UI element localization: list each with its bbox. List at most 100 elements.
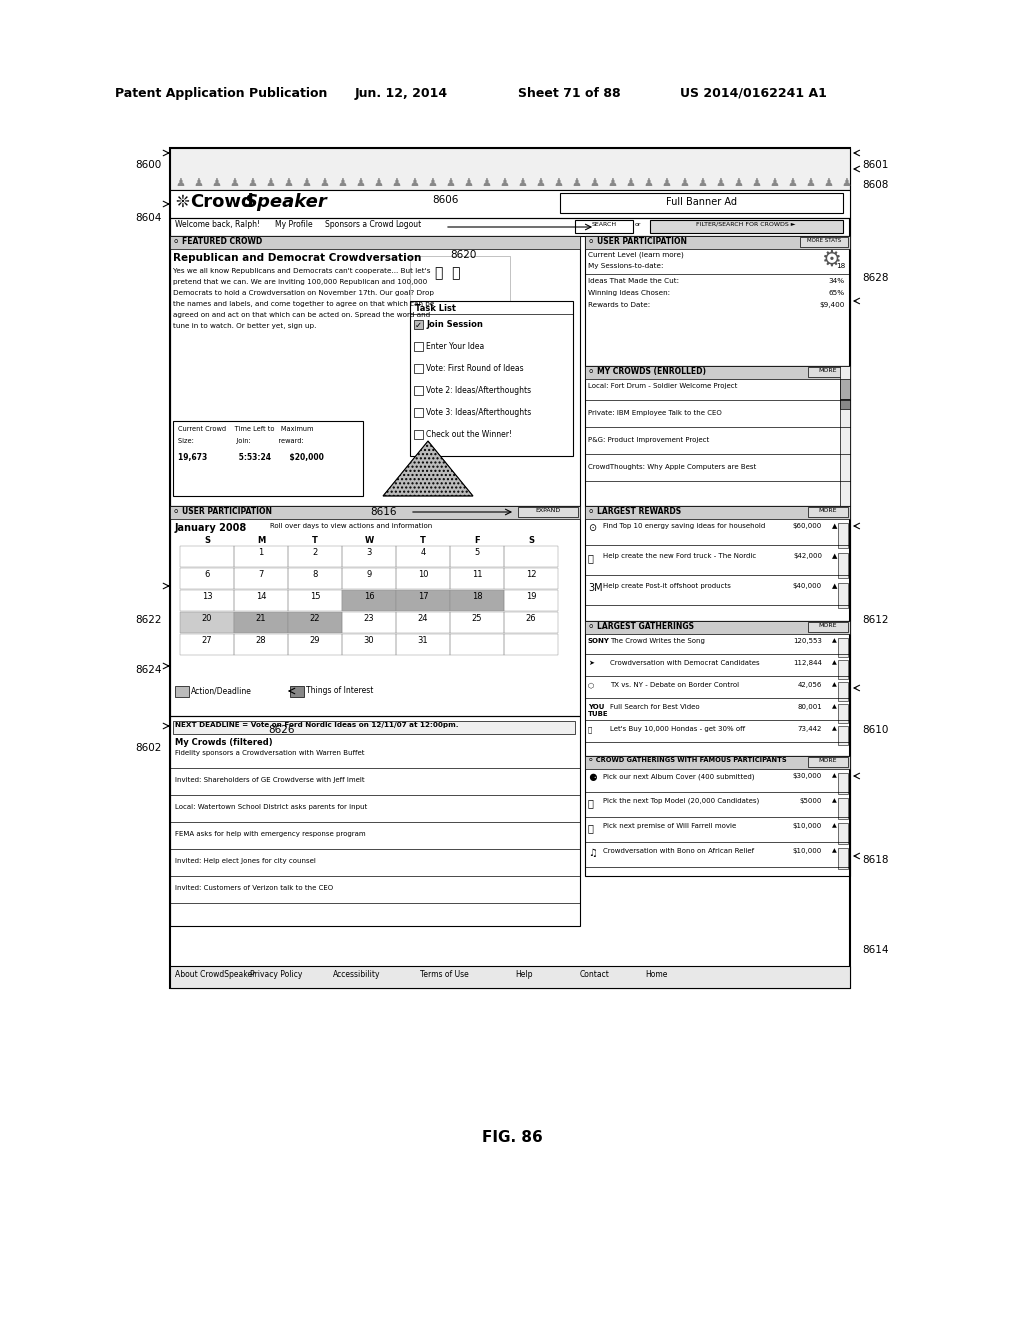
Bar: [288, 590, 342, 611]
Bar: [342, 634, 396, 655]
Bar: [504, 568, 558, 589]
Bar: [518, 507, 578, 517]
Bar: [180, 612, 234, 634]
Bar: [585, 236, 850, 249]
Bar: [175, 686, 189, 697]
Text: T: T: [420, 536, 426, 545]
Text: Local: Watertown School District asks parents for input: Local: Watertown School District asks pa…: [175, 804, 368, 810]
Bar: [838, 638, 848, 657]
Text: 8616: 8616: [370, 507, 396, 517]
Bar: [504, 634, 558, 655]
Text: Terms of Use: Terms of Use: [420, 970, 469, 979]
Bar: [838, 774, 848, 795]
Text: ▲: ▲: [831, 822, 837, 828]
Bar: [450, 546, 504, 568]
Bar: [585, 756, 850, 876]
Text: ▲: ▲: [831, 553, 838, 558]
Text: ♟: ♟: [535, 178, 545, 187]
Text: ▲: ▲: [831, 682, 837, 686]
Bar: [414, 430, 423, 440]
Text: T: T: [312, 536, 317, 545]
Text: MORE STATS: MORE STATS: [807, 238, 841, 243]
Text: 19,673            5:53:24       $20,000: 19,673 5:53:24 $20,000: [178, 453, 324, 462]
Bar: [504, 546, 558, 568]
Bar: [180, 568, 234, 589]
Text: ▲: ▲: [831, 523, 838, 529]
Text: Current Level (learn more): Current Level (learn more): [588, 252, 684, 259]
Text: MORE: MORE: [819, 508, 838, 513]
Text: ♟: ♟: [697, 178, 707, 187]
Text: SEARCH: SEARCH: [592, 222, 616, 227]
Text: Contact: Contact: [580, 970, 610, 979]
Text: ⊙: ⊙: [588, 523, 596, 533]
Text: 8600: 8600: [136, 160, 162, 170]
Bar: [585, 366, 850, 379]
Text: 🐘  🐴: 🐘 🐴: [435, 267, 461, 280]
Text: ♟: ♟: [733, 178, 743, 187]
Text: FEMA asks for help with emergency response program: FEMA asks for help with emergency respon…: [175, 832, 366, 837]
Bar: [450, 568, 504, 589]
Text: ♟: ♟: [625, 178, 635, 187]
Text: ♟: ♟: [823, 178, 833, 187]
Text: Crowdversation with Democrat Candidates: Crowdversation with Democrat Candidates: [610, 660, 760, 667]
Text: 15: 15: [309, 591, 321, 601]
Text: ▲: ▲: [831, 847, 837, 853]
Text: 4: 4: [421, 548, 426, 557]
Text: 28: 28: [256, 636, 266, 645]
Text: 73,442: 73,442: [798, 726, 822, 733]
Bar: [414, 364, 423, 374]
Bar: [838, 847, 848, 869]
Bar: [575, 220, 633, 234]
Text: ♟: ♟: [787, 178, 797, 187]
Bar: [180, 634, 234, 655]
Text: 26: 26: [525, 614, 537, 623]
Text: Logout: Logout: [395, 220, 421, 228]
Bar: [808, 756, 848, 767]
Text: ♟: ♟: [481, 178, 490, 187]
Text: 34%: 34%: [828, 279, 845, 284]
Text: 14: 14: [256, 591, 266, 601]
Text: 18: 18: [472, 591, 482, 601]
Text: Rewards to Date:: Rewards to Date:: [588, 302, 650, 308]
Text: ❊: ❊: [175, 193, 188, 211]
Text: Pick the next Top Model (20,000 Candidates): Pick the next Top Model (20,000 Candidat…: [603, 799, 759, 804]
Text: ♟: ♟: [662, 178, 671, 187]
Text: 2: 2: [312, 548, 317, 557]
Bar: [180, 590, 234, 611]
Text: ♟: ♟: [679, 178, 689, 187]
Text: NEXT DEADLINE = Vote on Ford Nordic Ideas on 12/11/07 at 12:00pm.: NEXT DEADLINE = Vote on Ford Nordic Idea…: [175, 722, 459, 729]
Text: Crowd: Crowd: [190, 193, 254, 211]
Bar: [414, 408, 423, 417]
Text: ⚪ USER PARTICIPATION: ⚪ USER PARTICIPATION: [588, 238, 687, 246]
Text: 11: 11: [472, 570, 482, 579]
Bar: [234, 590, 288, 611]
Bar: [560, 193, 843, 213]
Text: ⚙: ⚙: [822, 249, 842, 271]
Text: $10,000: $10,000: [793, 847, 822, 854]
Text: 42,056: 42,056: [798, 682, 822, 688]
Text: Invited: Help elect Jones for city counsel: Invited: Help elect Jones for city couns…: [175, 858, 315, 865]
Text: ⚪ LARGEST REWARDS: ⚪ LARGEST REWARDS: [588, 507, 681, 516]
Bar: [838, 583, 848, 609]
Bar: [342, 568, 396, 589]
Text: 23: 23: [364, 614, 375, 623]
Text: ♟: ♟: [229, 178, 239, 187]
Text: 16: 16: [364, 591, 375, 601]
Text: Vote 3: Ideas/Afterthoughts: Vote 3: Ideas/Afterthoughts: [426, 408, 531, 417]
Text: 24: 24: [418, 614, 428, 623]
Text: ♟: ♟: [445, 178, 455, 187]
Bar: [585, 366, 850, 506]
Text: ⚪ USER PARTICIPATION: ⚪ USER PARTICIPATION: [173, 507, 272, 516]
Text: Enter Your Idea: Enter Your Idea: [426, 342, 484, 351]
Text: Welcome back, Ralph!: Welcome back, Ralph!: [175, 220, 260, 228]
Text: 8608: 8608: [862, 180, 889, 190]
Text: 112,844: 112,844: [794, 660, 822, 667]
Text: agreed on and act on that which can be acted on. Spread the word and: agreed on and act on that which can be a…: [173, 312, 430, 318]
Text: Fidelity sponsors a Crowdversation with Warren Buffet: Fidelity sponsors a Crowdversation with …: [175, 750, 365, 756]
Text: ♟: ♟: [607, 178, 617, 187]
Text: 🔍: 🔍: [588, 553, 594, 564]
Text: January 2008: January 2008: [175, 523, 247, 533]
Text: Check out the Winner!: Check out the Winner!: [426, 430, 512, 440]
Bar: [838, 822, 848, 843]
Text: Yes we all know Republicans and Democrats can't cooperate... But let's: Yes we all know Republicans and Democrat…: [173, 268, 430, 275]
